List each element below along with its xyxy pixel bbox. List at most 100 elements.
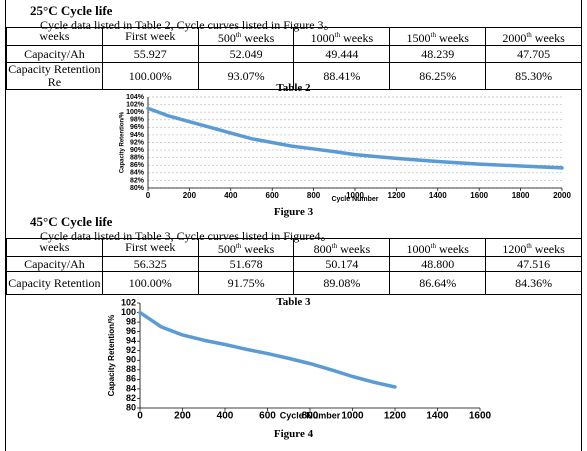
y-axis-label: Capacity Retention/% bbox=[120, 111, 126, 173]
x-tick-label: 2000 bbox=[553, 191, 571, 200]
table-row: Capacity Retention 100.00% 91.75% 89.08% 86.… bbox=[6, 271, 582, 295]
x-tick-label: 1200 bbox=[384, 411, 407, 422]
y-tick-label: 82% bbox=[130, 177, 145, 184]
header-row: weeks First week 500th weeks 800th weeks 100… bbox=[6, 238, 582, 257]
header-cell: First week bbox=[101, 27, 199, 46]
header-cell: 1000th weeks bbox=[293, 27, 391, 46]
header-number: 800 bbox=[313, 241, 332, 256]
x-tick-label: 1200 bbox=[388, 191, 406, 200]
header-unit: weeks bbox=[435, 30, 469, 45]
x-tick-label: 1000 bbox=[346, 191, 364, 200]
table-row: Capacity/Ah 56.325 51.678 50.174 48.800 47.51… bbox=[6, 256, 582, 272]
table-cell: Capacity Retention bbox=[6, 271, 103, 295]
table-cell: 88.41% bbox=[293, 62, 391, 90]
y-tick-label: 86 bbox=[126, 374, 136, 384]
y-tick-label: 100 bbox=[121, 307, 136, 317]
x-tick-label: 1400 bbox=[429, 191, 447, 200]
table-cell: 47.516 bbox=[485, 256, 582, 272]
y-axis-label: Capacity Retention/% bbox=[107, 315, 116, 397]
y-tick-label: 86% bbox=[130, 162, 145, 169]
table-cell: 55.927 bbox=[101, 45, 199, 63]
x-tick-label: 800 bbox=[307, 191, 321, 200]
y-tick-label: 102 bbox=[121, 297, 136, 307]
y-tick-label: 80% bbox=[130, 185, 145, 192]
y-tick-label: 92 bbox=[126, 345, 136, 355]
y-tick-label: 104% bbox=[126, 94, 145, 101]
table-cell: 86.64% bbox=[389, 271, 487, 295]
header-suffix: th bbox=[526, 30, 532, 39]
header-suffix: th bbox=[430, 241, 436, 250]
x-tick-label: 1600 bbox=[469, 411, 492, 422]
x-tick-label: 200 bbox=[174, 411, 191, 422]
table-cell: 86.25% bbox=[389, 62, 487, 90]
x-tick-label: 1400 bbox=[426, 411, 449, 422]
data-curve bbox=[146, 106, 564, 170]
table-cell: 52.049 bbox=[197, 45, 295, 63]
table-caption: Table 3 bbox=[276, 296, 311, 308]
y-tick-label: 82 bbox=[126, 393, 136, 403]
y-tick-label: 88 bbox=[126, 364, 136, 374]
header-unit: weeks bbox=[337, 241, 371, 256]
y-tick-label: 98% bbox=[130, 117, 145, 124]
header-suffix: th bbox=[235, 241, 242, 250]
y-tick-label: 84% bbox=[130, 170, 145, 177]
table-cell: 50.174 bbox=[293, 256, 391, 272]
x-axis-label: Cycle Number bbox=[331, 196, 378, 203]
header-unit: weeks bbox=[241, 241, 275, 256]
table-cell: 49.444 bbox=[293, 45, 391, 63]
table-cell: Capacity/Ah bbox=[6, 45, 103, 63]
header-cell: 500th weeks bbox=[197, 238, 295, 257]
y-tick-label: 100% bbox=[126, 109, 145, 116]
table-cell: 51.678 bbox=[197, 256, 295, 272]
table-row: Capacity Retention Re 100.00% 93.07% 88.41%… bbox=[6, 62, 582, 90]
header-number: 1500 bbox=[406, 30, 431, 45]
table-cell: 89.08% bbox=[293, 271, 391, 295]
table-cell: Capacity Retention Re bbox=[6, 62, 103, 90]
header-cell: 800th weeks bbox=[293, 238, 391, 257]
header-suffix: th bbox=[526, 241, 532, 250]
x-tick-label: 400 bbox=[217, 411, 234, 422]
x-tick-label: 0 bbox=[137, 411, 143, 422]
header-unit: weeks bbox=[531, 30, 565, 45]
y-tick-label: 84 bbox=[126, 383, 136, 393]
y-tick-label: 90% bbox=[130, 147, 145, 154]
table: weeks First week 500th weeks 800th weeks 100… bbox=[6, 238, 582, 295]
table-row: Capacity/Ah 55.927 52.049 49.444 48.239 47.70… bbox=[6, 45, 582, 63]
header-cell: 2000th weeks bbox=[485, 27, 582, 46]
x-tick-label: 0 bbox=[146, 191, 151, 200]
y-tick-label: 102% bbox=[126, 101, 145, 108]
header-cell: 1000th weeks bbox=[389, 238, 487, 257]
table-cell: 47.705 bbox=[485, 45, 582, 63]
header-suffix: th bbox=[430, 30, 436, 39]
header-number: 500 bbox=[217, 241, 236, 256]
table-cell: 48.239 bbox=[389, 45, 487, 63]
header-row: weeks First week 500th weeks 1000th weeks 15… bbox=[6, 27, 582, 46]
header-cell: First week bbox=[101, 238, 199, 257]
x-tick-label: 1600 bbox=[470, 191, 488, 200]
y-tick-label: 94% bbox=[130, 132, 145, 139]
y-tick-label: 96% bbox=[130, 124, 145, 131]
header-suffix: th bbox=[334, 30, 341, 39]
table-cell: 91.75% bbox=[197, 271, 295, 295]
y-tick-label: 92% bbox=[130, 139, 145, 146]
table: weeks First week 500th weeks 1000th weeks 15… bbox=[6, 27, 582, 90]
x-tick-label: 1800 bbox=[512, 191, 530, 200]
y-tick-label: 90 bbox=[126, 355, 136, 365]
header-suffix: th bbox=[235, 30, 242, 39]
header-number: 1000 bbox=[406, 241, 431, 256]
x-tick-label: 400 bbox=[224, 191, 238, 200]
header-cell: 500th weeks bbox=[197, 27, 295, 46]
header-suffix: th bbox=[331, 241, 338, 250]
table-caption: Table 2 bbox=[276, 82, 311, 94]
header-number: 1200 bbox=[502, 241, 527, 256]
table-cell: Capacity/Ah bbox=[6, 256, 103, 272]
figure-caption: Figure 4 bbox=[273, 428, 314, 440]
header-unit: weeks bbox=[435, 241, 469, 256]
y-tick-label: 96 bbox=[126, 326, 136, 336]
data-curve bbox=[138, 310, 397, 389]
x-tick-label: 1000 bbox=[341, 411, 364, 422]
header-cell: 1500th weeks bbox=[389, 27, 487, 46]
table-cell: 100.00% bbox=[101, 62, 199, 90]
